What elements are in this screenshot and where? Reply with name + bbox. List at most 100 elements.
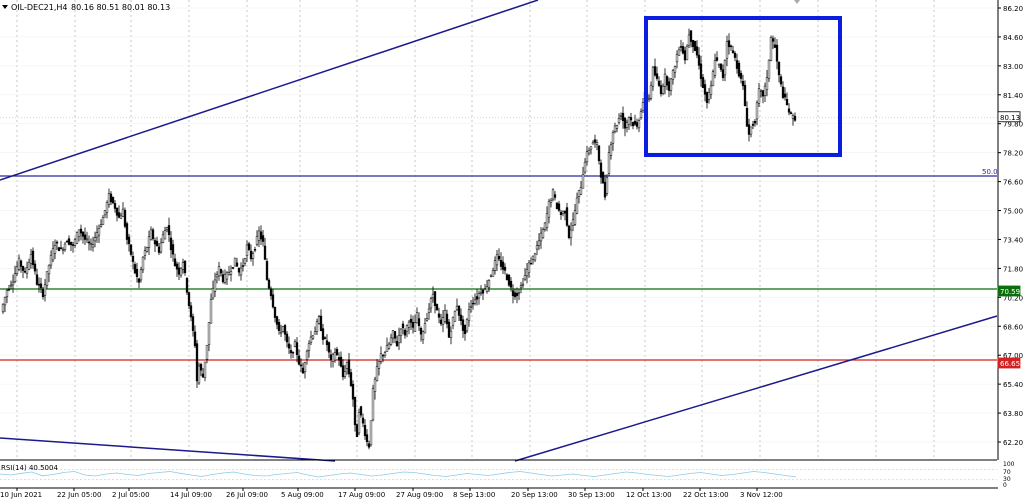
- candle-body: [787, 108, 791, 113]
- red-level-tag-bg: [997, 357, 1021, 369]
- candle-body: [757, 88, 761, 104]
- candle-body: [185, 278, 189, 293]
- candle-body: [461, 319, 465, 331]
- candle-body: [571, 219, 575, 226]
- candle-body: [317, 316, 321, 324]
- candle-body: [697, 54, 701, 66]
- candle-body: [107, 193, 111, 205]
- candle-body: [743, 84, 747, 107]
- candle-body: [689, 30, 693, 42]
- candle-body: [373, 378, 377, 392]
- candle-body: [47, 264, 51, 275]
- candle-body: [189, 305, 193, 318]
- candle-body: [169, 237, 173, 251]
- candle-body: [289, 350, 293, 354]
- candle-body: [415, 312, 419, 324]
- candle-body: [709, 85, 713, 95]
- candle-body: [105, 202, 109, 213]
- last-price-tag: 80.13: [1000, 114, 1020, 122]
- time-tick-label: 27 Aug 09:00: [396, 491, 443, 499]
- candle-body: [223, 274, 227, 283]
- candle-body: [383, 352, 387, 356]
- candle-body: [457, 305, 461, 316]
- candle-body: [525, 269, 529, 277]
- candle-body: [33, 263, 37, 272]
- candle-body: [703, 84, 707, 95]
- candle-body: [769, 37, 773, 61]
- price-tick-label: 62.20: [1003, 439, 1023, 447]
- candle-body: [723, 59, 727, 76]
- candle-body: [235, 262, 239, 267]
- candle-body: [249, 250, 253, 260]
- candle-body: [559, 211, 563, 215]
- candle-body: [463, 324, 467, 334]
- trendline-lower-right[interactable]: [514, 315, 998, 462]
- candle-body: [565, 207, 569, 226]
- candle-body: [149, 229, 153, 241]
- candle-body: [3, 297, 7, 306]
- candle-body: [489, 274, 493, 277]
- candle-body: [467, 309, 471, 322]
- candle-body: [305, 350, 309, 360]
- candle-body: [207, 322, 211, 345]
- candle-body: [667, 81, 671, 91]
- candle-body: [741, 80, 745, 87]
- candle-body: [197, 365, 201, 384]
- candle-body: [9, 284, 13, 287]
- candle-body: [663, 73, 667, 87]
- time-tick-label: 3 Nov 12:00: [740, 491, 783, 499]
- trendline-lower-left[interactable]: [0, 437, 336, 462]
- candle-body: [545, 213, 549, 228]
- candle-body: [77, 229, 81, 237]
- candle-body: [675, 54, 679, 63]
- candle-body: [213, 279, 217, 292]
- candle-body: [297, 355, 301, 365]
- candle-body: [315, 321, 319, 332]
- candle-body: [711, 71, 715, 87]
- candle-body: [59, 247, 63, 249]
- candle-body: [285, 333, 289, 343]
- candle-body: [45, 271, 49, 286]
- price-tick-label: 68.60: [1003, 323, 1023, 331]
- trendline-upper[interactable]: [0, 0, 539, 181]
- trend-layer: [0, 0, 998, 462]
- candle-layer: [1, 0, 800, 450]
- candle-body: [233, 257, 237, 267]
- candle-body: [751, 123, 755, 126]
- highlight-rectangle[interactable]: [644, 16, 842, 157]
- candle-body: [399, 328, 403, 337]
- candle-body: [459, 314, 463, 321]
- rsi-tick-label: 70: [1003, 469, 1011, 476]
- candle-body: [469, 305, 473, 308]
- candle-body: [639, 111, 643, 119]
- candle-body: [187, 292, 191, 306]
- candle-body: [789, 112, 793, 114]
- candle-body: [479, 292, 483, 294]
- candle-body: [791, 115, 795, 119]
- candle-body: [641, 102, 645, 111]
- candle-body: [323, 337, 327, 339]
- candle-body: [159, 242, 163, 253]
- candle-body: [739, 72, 743, 79]
- candle-body: [179, 267, 183, 276]
- candle-body: [749, 126, 753, 135]
- candle-body: [453, 310, 457, 322]
- candle-body: [337, 357, 341, 361]
- candle-body: [477, 293, 481, 299]
- candle-body: [309, 336, 313, 343]
- triangle-down-icon[interactable]: [2, 5, 8, 9]
- candle-body: [511, 290, 515, 296]
- candle-body: [245, 244, 249, 256]
- candle-body: [37, 284, 41, 286]
- candle-body: [687, 34, 691, 46]
- candle-body: [695, 46, 699, 56]
- candle-body: [437, 313, 441, 318]
- candle-body: [379, 353, 383, 362]
- candle-body: [483, 288, 487, 291]
- candle-body: [401, 323, 405, 329]
- rsi-line[interactable]: [0, 471, 797, 478]
- candle-body: [177, 267, 181, 275]
- candle-body: [493, 260, 497, 271]
